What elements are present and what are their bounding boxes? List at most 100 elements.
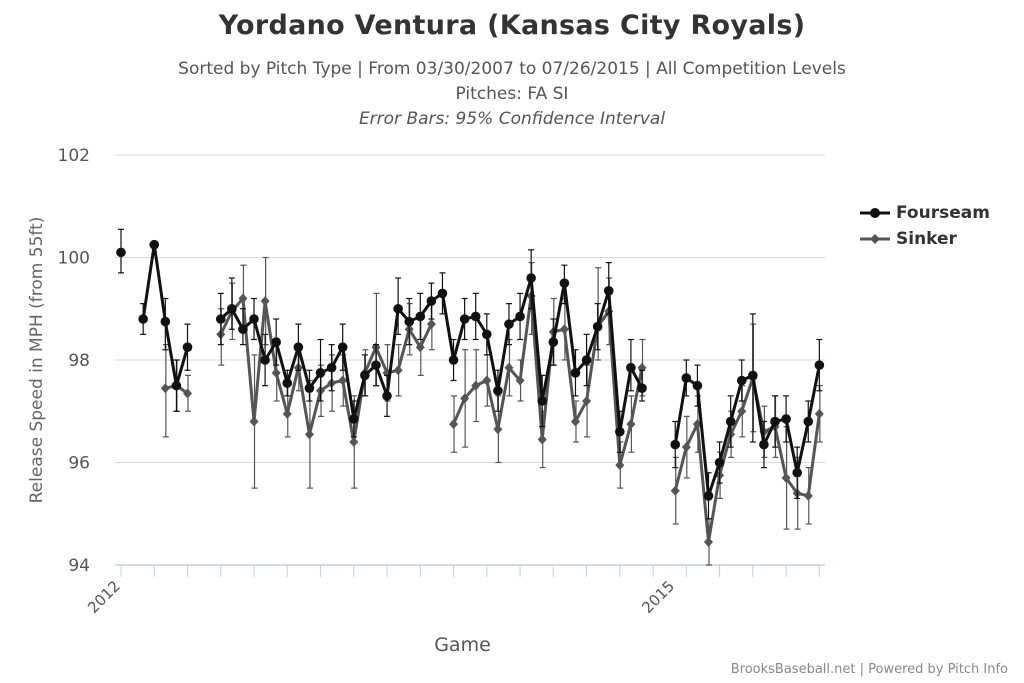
data-point-fourseam xyxy=(548,337,559,347)
data-point-fourseam xyxy=(360,370,370,381)
data-point-fourseam xyxy=(493,385,503,396)
error-bars-subtitle: Error Bars: 95% Confidence Interval xyxy=(358,109,666,129)
data-point-sinker xyxy=(537,434,547,445)
data-point-fourseam xyxy=(637,383,647,393)
x-tick-label: 2015 xyxy=(638,577,678,617)
data-point-fourseam xyxy=(260,355,270,365)
data-point-fourseam xyxy=(160,316,171,327)
data-point-fourseam xyxy=(382,391,392,401)
data-point-fourseam xyxy=(792,467,802,478)
data-point-fourseam xyxy=(559,278,570,288)
data-point-fourseam xyxy=(116,247,126,258)
data-point-fourseam xyxy=(337,342,348,352)
legend-item-sinker[interactable]: Sinker xyxy=(860,226,990,252)
data-point-fourseam xyxy=(426,296,437,306)
data-point-sinker xyxy=(681,442,691,453)
legend: Fourseam Sinker xyxy=(860,200,990,252)
data-point-fourseam xyxy=(615,426,625,437)
credit-text: BrooksBaseball.net | Powered by Pitch In… xyxy=(730,662,1008,677)
data-point-fourseam xyxy=(770,416,780,427)
data-point-fourseam xyxy=(681,373,692,383)
pitch-types-subtitle: Pitches: FA SI xyxy=(455,84,569,104)
data-point-sinker xyxy=(737,406,747,417)
data-point-fourseam xyxy=(515,311,525,322)
data-point-sinker xyxy=(304,429,314,440)
data-point-sinker xyxy=(515,375,525,386)
y-tick-label: 98 xyxy=(68,351,90,371)
data-point-fourseam xyxy=(692,380,703,391)
data-point-fourseam xyxy=(581,355,592,365)
chart-title: Yordano Ventura (Kansas City Royals) xyxy=(218,10,806,41)
data-point-fourseam xyxy=(304,383,315,393)
data-point-fourseam xyxy=(714,457,725,468)
data-point-sinker xyxy=(626,419,636,430)
series-line-sinker xyxy=(452,294,644,467)
data-point-sinker xyxy=(460,393,470,404)
data-point-sinker xyxy=(271,367,281,378)
data-point-fourseam xyxy=(404,316,415,327)
data-point-fourseam xyxy=(736,375,747,386)
data-point-fourseam xyxy=(803,416,814,427)
data-point-fourseam xyxy=(371,360,381,370)
data-point-fourseam xyxy=(138,314,148,324)
data-point-fourseam xyxy=(470,311,481,322)
data-point-fourseam xyxy=(670,439,681,450)
chart-subtitle: Sorted by Pitch Type | From 03/30/2007 t… xyxy=(178,59,846,79)
data-point-fourseam xyxy=(703,491,714,501)
data-point-fourseam xyxy=(526,273,536,283)
data-point-fourseam xyxy=(271,337,281,347)
data-point-sinker xyxy=(426,319,436,330)
data-point-fourseam xyxy=(459,314,470,324)
data-point-fourseam xyxy=(393,303,403,314)
data-point-fourseam xyxy=(238,324,248,335)
data-point-sinker xyxy=(504,362,514,373)
x-tick-label: 2012 xyxy=(84,577,124,617)
data-point-sinker xyxy=(482,375,492,386)
data-point-fourseam xyxy=(293,342,304,352)
data-point-fourseam xyxy=(182,342,193,352)
legend-label-sinker: Sinker xyxy=(896,229,957,249)
data-point-fourseam xyxy=(504,319,514,329)
data-point-sinker xyxy=(615,460,625,471)
data-point-sinker xyxy=(559,324,569,335)
data-point-sinker xyxy=(338,375,348,386)
legend-label-fourseam: Fourseam xyxy=(896,203,990,223)
data-point-fourseam xyxy=(282,378,293,388)
data-point-sinker xyxy=(183,388,193,399)
data-point-sinker xyxy=(704,536,713,547)
y-tick-label: 102 xyxy=(58,146,90,166)
data-point-sinker xyxy=(238,293,248,304)
y-tick-label: 100 xyxy=(58,249,90,269)
data-point-fourseam xyxy=(326,362,337,373)
data-point-sinker xyxy=(781,472,791,483)
data-point-fourseam xyxy=(603,286,614,296)
data-point-sinker xyxy=(670,485,680,496)
data-point-sinker xyxy=(260,296,270,307)
data-point-fourseam xyxy=(570,368,581,378)
data-point-fourseam xyxy=(759,439,769,450)
data-point-sinker xyxy=(814,408,824,419)
data-point-fourseam xyxy=(482,329,492,340)
data-point-fourseam xyxy=(781,414,791,424)
y-tick-label: 96 xyxy=(68,454,90,474)
data-point-fourseam xyxy=(227,303,237,314)
data-point-fourseam xyxy=(415,311,426,322)
data-point-sinker xyxy=(570,416,580,427)
data-point-fourseam xyxy=(592,321,603,332)
data-point-sinker xyxy=(803,490,813,501)
data-point-fourseam xyxy=(437,288,448,299)
data-point-fourseam xyxy=(215,314,226,324)
data-point-fourseam xyxy=(448,355,459,365)
data-point-sinker xyxy=(393,365,403,376)
data-point-fourseam xyxy=(348,414,359,424)
y-tick-label: 94 xyxy=(68,556,90,576)
data-point-fourseam xyxy=(149,239,160,250)
data-point-sinker xyxy=(449,419,459,430)
data-point-fourseam xyxy=(748,370,758,381)
data-point-sinker xyxy=(249,416,259,427)
legend-item-fourseam[interactable]: Fourseam xyxy=(860,200,990,226)
legend-swatch-sinker xyxy=(860,234,890,244)
data-point-fourseam xyxy=(814,360,825,370)
data-point-sinker xyxy=(349,437,359,447)
